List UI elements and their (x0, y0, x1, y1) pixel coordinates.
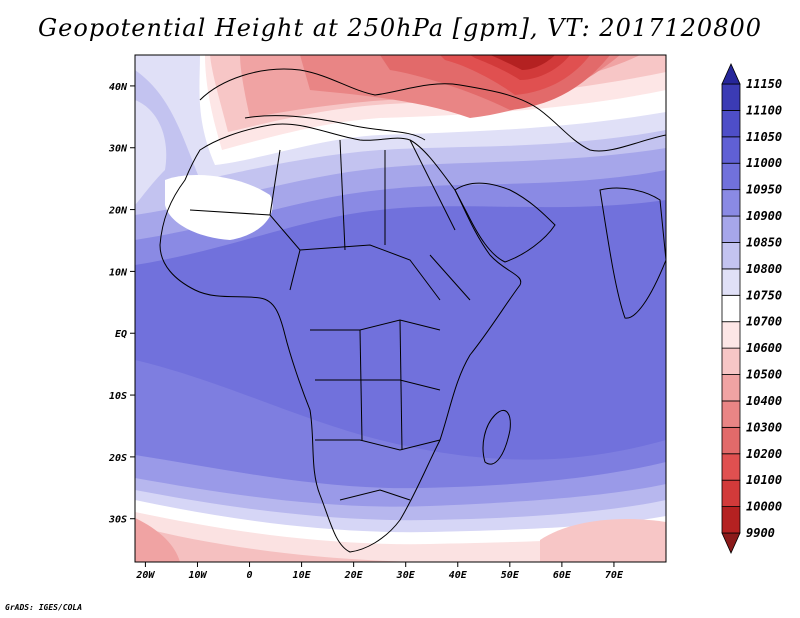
mediterranean-south (244, 115, 426, 141)
south-band-10700 (135, 512, 666, 562)
border-10 (359, 329, 363, 441)
south-band-10600 (135, 526, 420, 562)
x-tick-label: 10E (293, 570, 312, 581)
colorbar-label: 10850 (746, 235, 782, 249)
colorbar-segment (721, 294, 741, 323)
colorbar-label: 10400 (746, 394, 782, 408)
colorbar-segment (721, 400, 741, 428)
colorbar-label: 11100 (746, 103, 782, 117)
border-4 (339, 139, 346, 251)
north-band-9900 (490, 55, 555, 70)
plot-frame (134, 54, 667, 563)
y-tick-label: 40N (109, 82, 128, 93)
border-11 (399, 319, 403, 451)
colorbar-label: 10100 (746, 473, 782, 487)
colorbar-segment (721, 426, 741, 455)
colorbar-segment (721, 347, 741, 375)
colorbar: 9900 10000 10100 10200 10300 10400 10500 10600 1… (721, 63, 782, 554)
border-2 (299, 244, 441, 301)
colorbar-label: 10800 (746, 262, 782, 276)
colorbar-segment (721, 374, 741, 402)
colorbar-segment (721, 189, 741, 217)
x-tick-label: 50E (501, 570, 520, 581)
x-tick-label: 0 (247, 570, 253, 581)
southeast-pink-patch (540, 519, 666, 562)
colorbar-label: 10500 (746, 368, 782, 382)
colorbar-segment (721, 136, 741, 164)
colorbar-segment (721, 110, 741, 138)
colorbar-segment (721, 453, 741, 481)
x-tick-label: 10W (188, 570, 207, 581)
india-coast (599, 187, 666, 319)
border-6 (310, 319, 441, 331)
colorbar-label: 10000 (746, 500, 782, 514)
y-axis: 40N 30N 20N 10N EQ 10S 20S 30S (108, 82, 135, 526)
colorbar-segment (721, 242, 741, 270)
colorbar-label: 11050 (746, 130, 782, 144)
border-7 (315, 379, 441, 391)
x-tick-label: 60E (553, 570, 572, 581)
colorbar-segment (721, 215, 741, 243)
colorbar-label: 10200 (746, 447, 782, 461)
colorbar-label: 10900 (746, 209, 782, 223)
y-tick-label: 20N (108, 206, 128, 217)
y-tick-label: 20S (108, 453, 127, 464)
sahara-white-pocket (165, 175, 273, 240)
y-tick-label: 10S (109, 391, 127, 402)
y-tick-label: EQ (115, 329, 127, 340)
height-field (135, 55, 666, 562)
colorbar-label: 10700 (746, 315, 782, 329)
colorbar-label: 10950 (746, 183, 782, 197)
europe-coast (199, 68, 666, 152)
x-tick-label: 20W (135, 570, 155, 581)
colorbar-segment (721, 321, 741, 349)
y-tick-label: 30N (108, 144, 128, 155)
y-tick-label: 10N (109, 267, 128, 278)
colorbar-segment (721, 479, 741, 507)
border-1 (189, 209, 301, 291)
y-tick-label: 30S (108, 515, 127, 526)
colorbar-high-triangle (721, 63, 741, 85)
x-axis: 20W 10W 0 10E 20E 30E 40E 50E 60E 70E (135, 562, 624, 581)
colorbar-segment (721, 83, 741, 111)
colorbar-label: 10750 (746, 288, 782, 302)
border-9 (339, 489, 411, 501)
border-12 (429, 254, 471, 301)
grads-credit: GrADS: IGES/COLA (5, 603, 83, 612)
madagascar-coast (482, 410, 511, 465)
arabia-coast (454, 182, 556, 263)
x-tick-label: 40E (449, 570, 468, 581)
colorbar-low-triangle (721, 532, 741, 554)
southwest-pink-patch (135, 518, 180, 562)
colorbar-label: 11150 (746, 77, 782, 91)
x-tick-label: 70E (605, 570, 624, 581)
africa-coast (159, 123, 522, 553)
colorbar-segment (721, 506, 741, 534)
coastlines (159, 68, 666, 553)
colorbar-label: 11000 (746, 156, 782, 170)
colorbar-segment (721, 162, 741, 191)
border-8 (315, 439, 441, 451)
colorbar-label: 10300 (746, 420, 782, 434)
red-sea (409, 139, 456, 231)
x-tick-label: 20E (344, 570, 364, 581)
chart-title: Geopotential Height at 250hPa [gpm], VT:… (38, 14, 762, 42)
colorbar-segment (721, 268, 741, 296)
colorbar-label: 10600 (746, 341, 782, 355)
border-3 (269, 149, 281, 216)
colorbar-label: 9900 (746, 526, 775, 540)
x-tick-label: 30E (396, 570, 416, 581)
atlantic-lavender-tongue (135, 100, 167, 205)
